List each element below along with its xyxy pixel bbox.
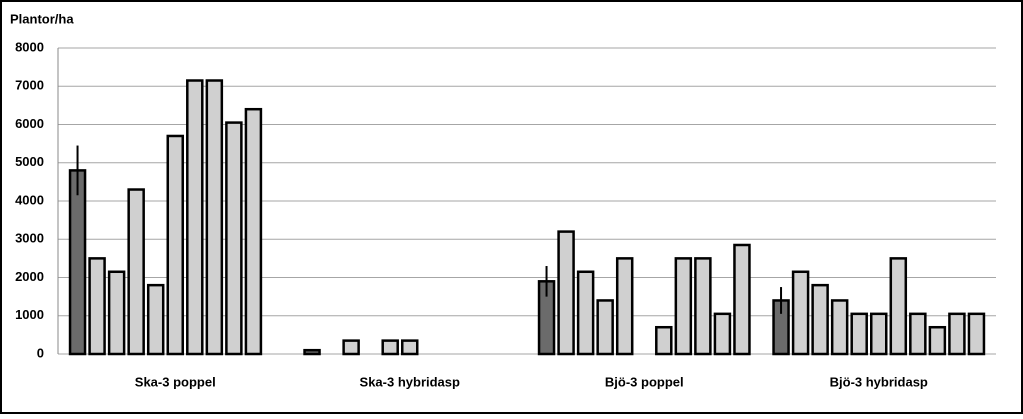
bar <box>713 312 732 356</box>
bar <box>381 339 399 356</box>
bar <box>107 270 126 356</box>
bar <box>127 188 145 356</box>
bar <box>870 312 888 356</box>
y-tick-label: 0 <box>37 345 44 360</box>
bar <box>791 270 810 356</box>
y-tick-label: 5000 <box>15 154 44 169</box>
bar <box>615 257 634 356</box>
bar <box>811 283 829 356</box>
bar <box>166 134 184 356</box>
bar <box>244 107 263 356</box>
x-tick-label: Bjö-3 poppel <box>605 374 684 389</box>
bar <box>557 230 575 356</box>
bar <box>186 79 204 356</box>
y-tick-label: 4000 <box>15 192 44 207</box>
y-tick-label: 8000 <box>15 39 44 54</box>
bar <box>733 243 751 356</box>
bar <box>303 348 321 356</box>
bar <box>909 312 927 356</box>
bar <box>146 283 165 356</box>
bar <box>830 299 849 356</box>
y-tick-label: 3000 <box>15 231 44 246</box>
bar <box>694 257 712 356</box>
bar <box>850 312 868 356</box>
bar <box>674 257 693 356</box>
bar <box>948 312 966 356</box>
x-tick-label: Ska-3 poppel <box>135 374 216 389</box>
bar <box>225 121 243 356</box>
bar <box>576 270 595 356</box>
x-tick-label: Ska-3 hybridasp <box>360 374 460 389</box>
bar <box>88 257 106 356</box>
y-tick-label: 7000 <box>15 78 44 93</box>
y-tick-label: 2000 <box>15 269 44 284</box>
bar <box>342 339 360 356</box>
x-tick-label: Bjö-3 hybridasp <box>830 374 928 389</box>
bar <box>596 299 614 356</box>
y-tick-label: 1000 <box>15 307 44 322</box>
bar <box>401 339 419 356</box>
y-tick-label: 6000 <box>15 116 44 131</box>
bar <box>655 325 673 356</box>
bar <box>967 312 986 356</box>
bar <box>205 79 224 356</box>
bar <box>889 257 908 356</box>
bar <box>928 325 947 356</box>
chart-title: Plantor/ha <box>10 11 74 26</box>
bar <box>68 169 87 356</box>
